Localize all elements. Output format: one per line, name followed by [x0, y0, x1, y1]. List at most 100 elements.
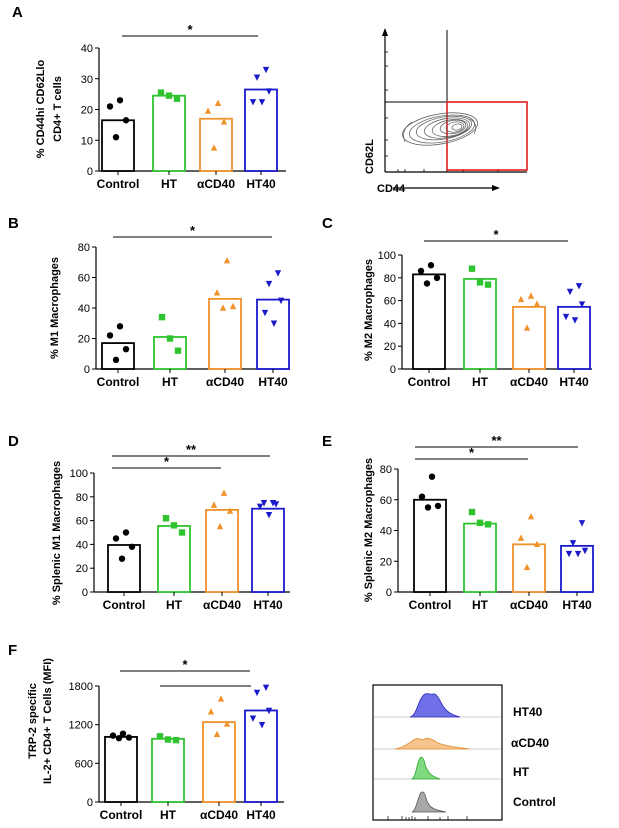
bar-0 [412, 273, 446, 370]
bar-0 [413, 498, 447, 593]
bar-0 [107, 544, 141, 593]
data-point [106, 332, 114, 339]
y-tick-label: 10 [81, 135, 93, 147]
y-tick-label: 0 [87, 797, 93, 809]
flow-x-label: CD44 [377, 183, 406, 195]
data-point [207, 708, 215, 715]
bar-1 [157, 525, 191, 593]
panel-letter: C [322, 215, 333, 232]
data-point [173, 95, 181, 102]
data-point [484, 281, 492, 288]
significance-label: * [164, 454, 170, 469]
y-tick-label: 40 [76, 539, 88, 551]
data-point [262, 66, 270, 74]
bar-1 [151, 737, 185, 803]
data-point [112, 356, 120, 364]
panel-letter: A [12, 4, 23, 21]
panel-a: A 0 10 20 30 40 % CD44hi CD62Llo CD4+ T cells Co… [12, 4, 286, 191]
data-point [575, 283, 583, 290]
y-tick-label: 20 [78, 334, 90, 346]
significance-label: ** [491, 433, 502, 448]
data-point [562, 313, 570, 321]
bar-0 [101, 342, 135, 370]
data-point [434, 502, 442, 510]
y-tick-label: 100 [378, 250, 396, 262]
y-tick-label: 100 [70, 468, 88, 480]
y-tick-label: 40 [384, 318, 396, 330]
category-label: HT40 [246, 177, 276, 191]
data-point [112, 133, 120, 141]
data-point [533, 540, 541, 548]
category-label: αCD40 [510, 375, 548, 389]
panel-letter: E [322, 433, 332, 450]
data-point [262, 684, 270, 691]
bar-2 [202, 721, 236, 803]
data-point [164, 736, 172, 743]
flow-y-label: CD62L [364, 139, 376, 174]
y-axis-label: % Splenic M2 Macrophages [363, 458, 375, 602]
data-point [261, 309, 269, 317]
y-tick-label: 0 [84, 364, 90, 376]
significance-label: * [190, 223, 196, 238]
category-label: HT [166, 598, 183, 612]
histogram-ht40 [409, 693, 461, 718]
data-point [574, 550, 582, 558]
data-point [256, 503, 264, 511]
y-tick-label: 80 [76, 492, 88, 504]
y-axis-label: % Splenic M1 Macrophages [51, 461, 63, 605]
y-tick-label: 20 [380, 556, 392, 568]
data-point [166, 335, 174, 342]
data-point [118, 555, 126, 562]
data-point [170, 522, 178, 529]
data-point [213, 289, 221, 296]
y-tick-label: 60 [384, 296, 396, 308]
data-point [226, 507, 234, 514]
data-point [253, 74, 261, 81]
panel-e: E 0 20 40 60 80 % Splenic M2 Macrophages Contro… [322, 433, 594, 612]
category-label: HT [161, 177, 178, 191]
y-tick-label: 40 [78, 303, 90, 315]
data-point [216, 522, 224, 530]
bar-0 [101, 119, 135, 172]
y-axis-label: TRP-2 specific [27, 683, 39, 759]
data-point [260, 500, 268, 507]
data-point [165, 92, 173, 99]
panel-letter: D [8, 433, 19, 450]
bar-3 [251, 507, 285, 593]
data-point [122, 529, 130, 536]
data-point [128, 543, 136, 550]
data-point [253, 689, 261, 697]
contour-lines [402, 112, 478, 146]
histogram-ticks [387, 816, 468, 820]
histogram-control [411, 791, 447, 813]
histogram-label-control: Control [513, 795, 556, 809]
y-axis-label: % CD44hi CD62Llo [35, 60, 47, 159]
data-point [566, 288, 574, 296]
y-axis-label: IL-2+ CD4+ T Cells (MFI) [42, 658, 54, 784]
data-point [523, 563, 531, 571]
data-point [220, 489, 228, 496]
histogram-label-acd40: αCD40 [511, 736, 549, 750]
bar-2 [512, 305, 546, 370]
data-point [162, 515, 170, 522]
significance-label: ** [186, 442, 197, 457]
data-point [210, 501, 218, 508]
data-point [417, 267, 425, 275]
y-tick-label: 60 [380, 495, 392, 507]
panel-letter: F [8, 642, 17, 659]
data-point [277, 297, 285, 305]
significance-label: * [182, 657, 188, 672]
y-tick-label: 80 [380, 464, 392, 476]
category-label: αCD40 [200, 808, 238, 822]
significance-label: * [187, 22, 193, 37]
y-tick-label: 40 [81, 43, 93, 55]
category-label: HT [472, 375, 489, 389]
flow-cytometry-plot: CD44 CD62L [364, 28, 528, 195]
data-point [204, 107, 212, 114]
bar-3 [256, 298, 290, 370]
data-point [527, 512, 535, 520]
data-point [112, 535, 120, 542]
histogram-ht [410, 756, 441, 780]
data-point [125, 734, 133, 741]
